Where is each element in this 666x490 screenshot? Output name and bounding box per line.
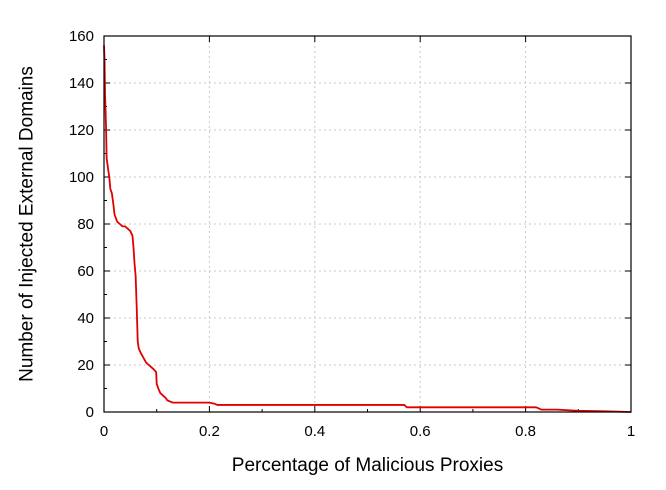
- series-line-0: [103, 45, 632, 413]
- y-tick-labels: 0 20 40 60 80 100 120 140 160: [69, 28, 94, 421]
- y-tick-label: 140: [69, 75, 94, 92]
- series-group: [103, 45, 632, 413]
- y-tick-label: 0: [86, 404, 94, 421]
- y-tick-label: 120: [69, 122, 94, 139]
- plot-frame: [103, 35, 632, 413]
- y-tick-label: 100: [69, 169, 94, 186]
- x-tick-label: 0.4: [304, 423, 325, 440]
- y-tick-label: 40: [77, 310, 94, 327]
- x-tick-label: 0.8: [515, 423, 536, 440]
- x-tick-label: 0: [100, 423, 108, 440]
- y-tick-label: 80: [77, 216, 94, 233]
- grid: [104, 36, 631, 412]
- x-tick-label: 0.6: [410, 423, 431, 440]
- y-tick-label: 20: [77, 357, 94, 374]
- y-tick-label: 60: [77, 263, 94, 280]
- x-tick-label: 0.2: [199, 423, 220, 440]
- y-axis-label: Number of Injected External Domains: [17, 66, 38, 382]
- x-axis-label: Percentage of Malicious Proxies: [232, 455, 503, 476]
- x-tick-label: 1: [627, 423, 635, 440]
- axis-ticks: [103, 35, 632, 413]
- y-tick-label: 160: [69, 28, 94, 45]
- x-tick-labels: 0 0.2 0.4 0.6 0.8 1: [100, 423, 635, 440]
